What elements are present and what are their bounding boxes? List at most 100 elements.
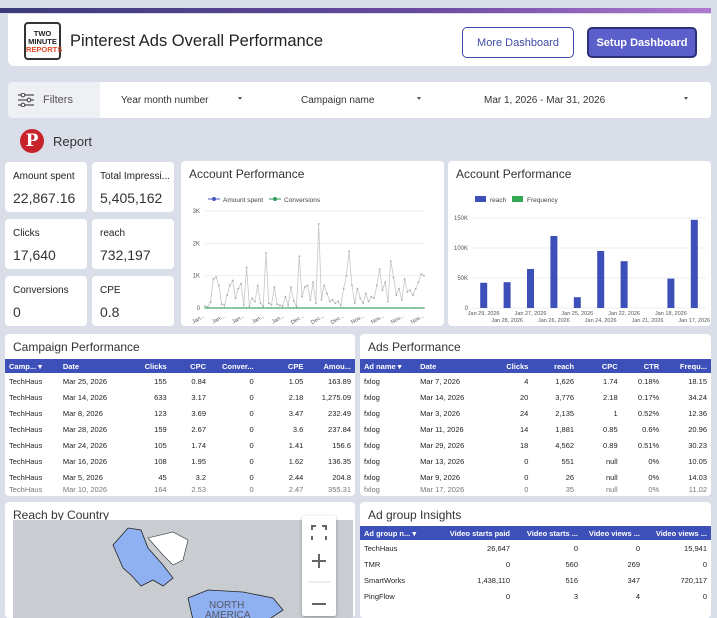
column-header-cpe[interactable]: CPE (257, 359, 308, 373)
date-range-picker[interactable]: Mar 1, 2026 - Mar 31, 2026 (484, 95, 606, 106)
data-point[interactable] (351, 307, 353, 309)
data-point[interactable] (281, 305, 284, 307)
data-point[interactable] (348, 250, 351, 253)
data-point[interactable] (334, 307, 336, 309)
data-point[interactable] (270, 303, 273, 306)
data-point[interactable] (326, 307, 328, 309)
column-header-cpc[interactable]: CPC (170, 359, 211, 373)
data-point[interactable] (209, 301, 212, 304)
column-header-conversions[interactable]: Conver... (210, 359, 258, 373)
column-header-frequency[interactable]: Frequ... (663, 359, 711, 373)
data-point[interactable] (220, 303, 223, 306)
data-point[interactable] (240, 307, 242, 309)
year-month-dropdown[interactable]: Year month number (121, 95, 209, 106)
data-point[interactable] (401, 307, 403, 309)
data-point[interactable] (256, 307, 259, 309)
data-point[interactable] (248, 305, 251, 307)
data-point[interactable] (251, 297, 254, 300)
data-point[interactable] (278, 304, 281, 307)
data-point[interactable] (295, 307, 298, 309)
bar-reach[interactable] (550, 236, 558, 308)
data-point[interactable] (359, 307, 361, 309)
data-point[interactable] (317, 223, 320, 225)
data-point[interactable] (245, 266, 248, 269)
data-point[interactable] (226, 307, 228, 309)
table-row[interactable]: TechHaus Mar 25, 2026 155 0.84 0 1.05 163.89 (5, 373, 355, 389)
bar-reach[interactable] (690, 219, 698, 308)
data-point[interactable] (265, 252, 267, 254)
data-point[interactable] (395, 307, 397, 309)
data-point[interactable] (206, 305, 209, 308)
data-point[interactable] (301, 307, 303, 309)
data-point[interactable] (215, 276, 217, 279)
data-point[interactable] (398, 307, 400, 309)
data-point[interactable] (229, 284, 231, 287)
data-point[interactable] (362, 302, 364, 305)
data-point[interactable] (229, 307, 231, 309)
data-point[interactable] (417, 281, 420, 284)
data-point[interactable] (234, 297, 237, 300)
data-point[interactable] (320, 307, 323, 309)
data-point[interactable] (245, 307, 248, 309)
data-point[interactable] (290, 286, 292, 288)
bar-reach[interactable] (597, 251, 605, 308)
data-point[interactable] (423, 307, 425, 309)
data-point[interactable] (403, 278, 406, 280)
data-point[interactable] (281, 307, 284, 309)
data-point[interactable] (384, 281, 387, 284)
data-point[interactable] (356, 307, 359, 309)
data-point[interactable] (240, 282, 242, 285)
data-point[interactable] (414, 287, 417, 290)
data-point[interactable] (234, 307, 237, 309)
data-point[interactable] (417, 307, 420, 309)
table-row[interactable]: fxlog Mar 7, 2026 4 1,626 1.74 0.18% 18.15 (360, 373, 711, 389)
data-point[interactable] (315, 307, 317, 309)
data-point[interactable] (398, 287, 400, 290)
column-header-clicks[interactable]: Clicks (490, 359, 533, 373)
table-row[interactable]: TechHaus 26,647 0 0 15,941 (360, 540, 711, 556)
data-point[interactable] (392, 276, 395, 279)
column-header-ad-name[interactable]: Ad name ▾ (360, 359, 417, 373)
data-point[interactable] (309, 307, 312, 309)
data-point[interactable] (389, 260, 392, 263)
data-point[interactable] (248, 307, 251, 309)
column-header-date[interactable]: Date (58, 359, 132, 373)
setup-dashboard-button[interactable]: Setup Dashboard (587, 27, 697, 58)
data-point[interactable] (400, 299, 403, 301)
data-point[interactable] (345, 307, 348, 309)
data-point[interactable] (259, 302, 262, 305)
data-point[interactable] (375, 284, 378, 287)
data-point[interactable] (304, 307, 306, 309)
data-point[interactable] (212, 307, 215, 309)
data-point[interactable] (287, 304, 290, 307)
data-point[interactable] (323, 307, 325, 309)
data-point[interactable] (303, 286, 306, 288)
data-point[interactable] (251, 307, 253, 309)
data-point[interactable] (378, 268, 381, 271)
data-point[interactable] (226, 294, 229, 296)
data-point[interactable] (292, 299, 295, 302)
table-row[interactable]: TechHaus Mar 5, 2026 45 3.2 0 2.44 204.8 (5, 469, 355, 485)
column-header-campaign[interactable]: Camp... ▾ (5, 359, 59, 373)
data-point[interactable] (381, 307, 384, 309)
data-point[interactable] (406, 290, 409, 293)
data-point[interactable] (320, 299, 323, 301)
data-point[interactable] (231, 279, 234, 282)
table-row[interactable]: fxlog Mar 13, 2026 0 551 null 0% 10.05 (360, 453, 711, 469)
table-row[interactable]: fxlog Mar 17, 2026 0 35 null 0% 11.02 (360, 485, 711, 495)
bar-reach[interactable] (620, 261, 628, 308)
data-point[interactable] (253, 300, 256, 303)
data-point[interactable] (412, 294, 414, 296)
fullscreen-icon[interactable] (311, 525, 327, 540)
data-point[interactable] (378, 307, 381, 309)
data-point[interactable] (212, 278, 215, 280)
column-header-clicks[interactable]: Clicks (131, 359, 171, 373)
data-point[interactable] (298, 307, 300, 309)
column-header-video-starts-paid[interactable]: Video starts paid (438, 526, 514, 540)
data-point[interactable] (384, 307, 386, 309)
column-header-reach[interactable]: reach (532, 359, 579, 373)
table-row[interactable]: fxlog Mar 3, 2026 24 2,135 1 0.52% 12.36 (360, 405, 711, 421)
data-point[interactable] (301, 295, 303, 298)
data-point[interactable] (356, 287, 359, 290)
data-point[interactable] (218, 307, 220, 309)
